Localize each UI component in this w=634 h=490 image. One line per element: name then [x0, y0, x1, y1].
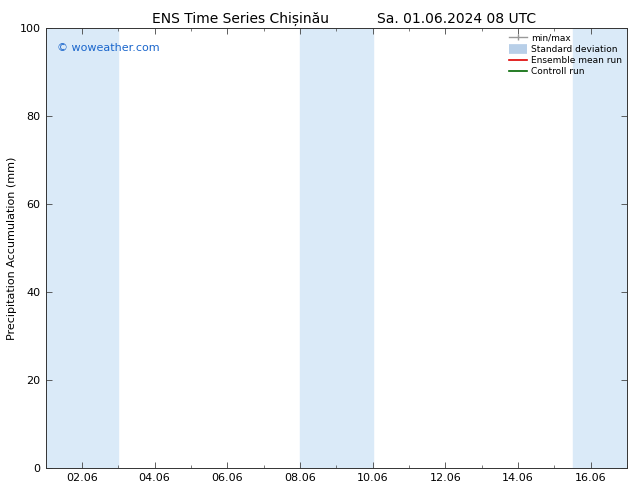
Text: © woweather.com: © woweather.com — [57, 44, 160, 53]
Bar — [573, 28, 627, 468]
Legend: min/max, Standard deviation, Ensemble mean run, Controll run: min/max, Standard deviation, Ensemble me… — [505, 30, 625, 80]
Text: Sa. 01.06.2024 08 UTC: Sa. 01.06.2024 08 UTC — [377, 12, 536, 26]
Bar — [46, 28, 119, 468]
Text: ENS Time Series Chișinău: ENS Time Series Chișinău — [152, 12, 330, 26]
Bar — [300, 28, 373, 468]
Y-axis label: Precipitation Accumulation (mm): Precipitation Accumulation (mm) — [7, 156, 17, 340]
